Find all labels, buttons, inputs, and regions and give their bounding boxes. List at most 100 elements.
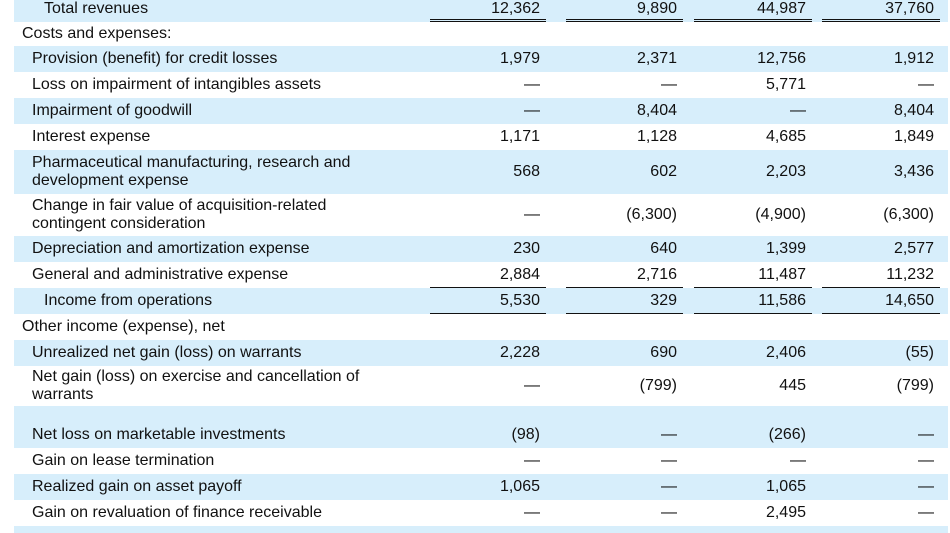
row-value-col-1: 1,171 <box>499 128 540 145</box>
table-row: Unrealized net gain (loss) on warrants 2,… <box>0 340 950 366</box>
row-value-col-3: 11,586 <box>758 292 806 309</box>
row-band <box>14 98 948 124</box>
row-value-col-3: 1,399 <box>765 240 806 257</box>
table-row: Costs and expenses: <box>0 22 950 46</box>
row-band <box>14 236 948 262</box>
row-label-line: development expense <box>32 172 189 189</box>
table-row: Net gain (loss) on exercise and cancella… <box>0 366 950 406</box>
row-label: Realized gain on asset payoff <box>32 478 242 495</box>
row-band <box>14 150 948 194</box>
row-label: Provision (benefit) for credit losses <box>32 50 278 67</box>
row-band <box>14 406 948 448</box>
row-value-col-3: 5,771 <box>765 76 806 93</box>
row-band <box>14 340 948 366</box>
row-label: Costs and expenses: <box>22 25 172 42</box>
row-band <box>14 288 948 314</box>
subtotal-rule <box>822 313 940 314</box>
row-value-col-2: 690 <box>650 344 677 361</box>
total-rule <box>694 287 812 288</box>
row-value-col-3: 1,065 <box>765 478 806 495</box>
row-label: Loss on impairment of intangibles assets <box>32 76 322 93</box>
row-value-col-4: 3,436 <box>893 163 934 180</box>
row-value-col-2: — <box>661 452 677 469</box>
row-value-col-3: 12,756 <box>757 50 806 67</box>
row-label-line: contingent consideration <box>32 215 206 232</box>
row-value-col-1: — <box>524 377 540 394</box>
row-value-col-4: (6,300) <box>883 206 934 223</box>
row-value-col-3: — <box>790 102 806 119</box>
row-value-col-1: — <box>524 102 540 119</box>
table-row: Change in fair value of acquisition-rela… <box>0 194 950 236</box>
row-label-line: Net gain (loss) on exercise and cancella… <box>32 368 360 385</box>
row-value-col-4: — <box>918 478 934 495</box>
row-value-col-4: (799) <box>896 377 934 394</box>
row-value-col-1: — <box>524 206 540 223</box>
total-rule <box>694 19 812 20</box>
row-value-col-4: 8,404 <box>893 102 934 119</box>
table-row: Other income (expense), net <box>0 314 950 340</box>
total-rule <box>430 19 546 20</box>
row-value-col-3: (266) <box>768 426 806 443</box>
row-value-col-2: — <box>661 504 677 521</box>
row-value-col-1: 568 <box>513 163 540 180</box>
row-label-line: Pharmaceutical manufacturing, research a… <box>32 154 351 171</box>
row-value-col-1: 12,362 <box>491 0 540 17</box>
row-value-col-1: 1,979 <box>499 50 540 67</box>
row-value-col-4: 14,650 <box>885 292 934 309</box>
row-label: General and administrative expense <box>32 266 289 283</box>
total-rule <box>430 21 546 22</box>
total-rule <box>566 21 683 22</box>
row-label-line: warrants <box>32 386 94 403</box>
row-label: Income from operations <box>44 292 213 309</box>
table-row: Loss on impairment of intangibles assets… <box>0 72 950 98</box>
row-label: Total revenues <box>44 0 149 17</box>
table-row: Impairment of goodwill — 8,404 — 8,404 <box>0 98 950 124</box>
row-label-line: Change in fair value of acquisition-rela… <box>32 197 327 214</box>
row-value-col-2: 602 <box>650 163 677 180</box>
row-value-col-2: (799) <box>639 377 677 394</box>
row-value-col-4: — <box>918 452 934 469</box>
subtotal-rule <box>694 313 812 314</box>
row-value-col-3: 2,406 <box>765 344 806 361</box>
table-row: Interest expense 1,171 1,128 4,685 1,849 <box>0 124 950 150</box>
clipped-next-row <box>14 526 948 533</box>
table-row: Pharmaceutical manufacturing, research a… <box>0 150 950 194</box>
table-row: General and administrative expense 2,884 2… <box>0 262 950 288</box>
row-value-col-2: 2,371 <box>636 50 677 67</box>
row-value-col-4: — <box>918 504 934 521</box>
table-row: Gain on revaluation of finance receivabl… <box>0 500 950 526</box>
row-label: Net gain (loss) on exercise and cancella… <box>32 368 359 404</box>
row-band <box>14 474 948 500</box>
row-value-col-4: 1,849 <box>893 128 934 145</box>
table-row: Net loss on marketable investments (98) — (… <box>0 406 950 448</box>
row-value-col-1: — <box>524 504 540 521</box>
row-value-col-1: 2,228 <box>499 344 540 361</box>
row-value-col-2: — <box>661 76 677 93</box>
table-row: Realized gain on asset payoff 1,065 — 1,065… <box>0 474 950 500</box>
total-rule <box>822 19 940 20</box>
row-value-col-3: — <box>790 452 806 469</box>
table-row: Total revenues 12,362 9,890 44,987 37,760 <box>0 0 950 22</box>
row-value-col-2: 329 <box>650 292 677 309</box>
row-value-col-1: (98) <box>511 426 540 443</box>
row-band <box>14 0 948 22</box>
subtotal-rule <box>566 313 683 314</box>
row-value-col-3: 4,685 <box>765 128 806 145</box>
row-value-col-3: 2,203 <box>765 163 806 180</box>
row-label: Interest expense <box>32 128 151 145</box>
row-value-col-1: 5,530 <box>499 292 540 309</box>
row-value-col-3: 445 <box>779 377 806 394</box>
row-label: Change in fair value of acquisition-rela… <box>32 197 326 233</box>
table-row: Depreciation and amortization expense 230… <box>0 236 950 262</box>
row-value-col-1: — <box>524 76 540 93</box>
row-label: Gain on revaluation of finance receivabl… <box>32 504 322 521</box>
total-rule <box>822 287 940 288</box>
row-value-col-2: 1,128 <box>636 128 677 145</box>
row-value-col-2: — <box>661 426 677 443</box>
row-value-col-3: 44,987 <box>757 0 806 17</box>
table-row: Provision (benefit) for credit losses 1,9… <box>0 46 950 72</box>
row-value-col-1: 1,065 <box>499 478 540 495</box>
total-rule <box>566 287 683 288</box>
row-value-col-2: 2,716 <box>636 266 677 283</box>
row-value-col-1: — <box>524 452 540 469</box>
